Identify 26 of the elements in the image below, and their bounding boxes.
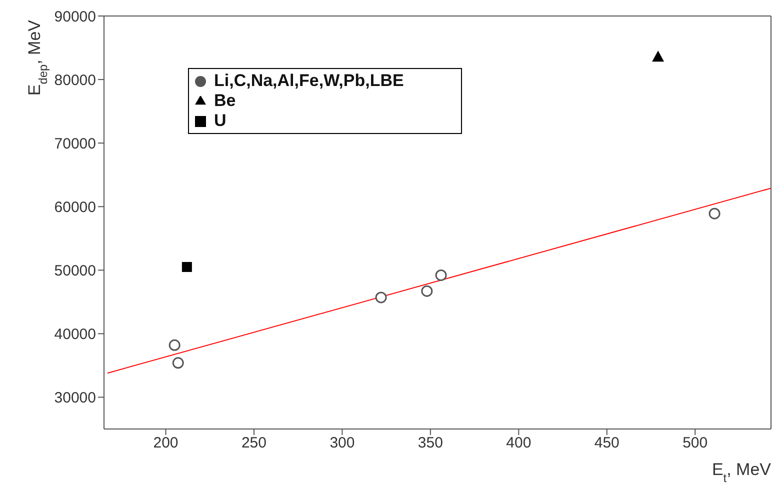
y-tick-label: 30000: [54, 390, 96, 407]
point: [652, 50, 664, 62]
x-tick-label: 500: [682, 434, 708, 452]
point: [168, 339, 180, 351]
point: [172, 357, 184, 369]
x-tick-label: 450: [594, 434, 620, 452]
x-tick-label: 300: [330, 434, 355, 452]
point: [435, 269, 447, 281]
y-tick-label: 50000: [54, 262, 96, 280]
y-tick-label: 60000: [54, 198, 96, 216]
y-tick-label: 80000: [54, 72, 96, 89]
point: [421, 285, 433, 297]
x-axis-title: E$_{t}$, MeV: [712, 460, 772, 485]
legend-label: Li,C,Na,Al,Fe,W,Pb,LBE: [214, 71, 404, 90]
y-tick-label: 40000: [54, 326, 96, 344]
legend-label: U: [214, 111, 226, 130]
legend-label: Be: [214, 91, 236, 110]
y-tick-label: 90000: [54, 8, 96, 26]
y-tick-label: 70000: [54, 135, 96, 152]
x-tick-label: 400: [506, 434, 532, 452]
x-tick-label: 250: [241, 434, 266, 452]
x-tick-label: 200: [153, 434, 178, 452]
point: [182, 262, 192, 272]
x-tick-label: 350: [418, 434, 443, 452]
point: [375, 292, 387, 304]
point: [708, 208, 720, 220]
